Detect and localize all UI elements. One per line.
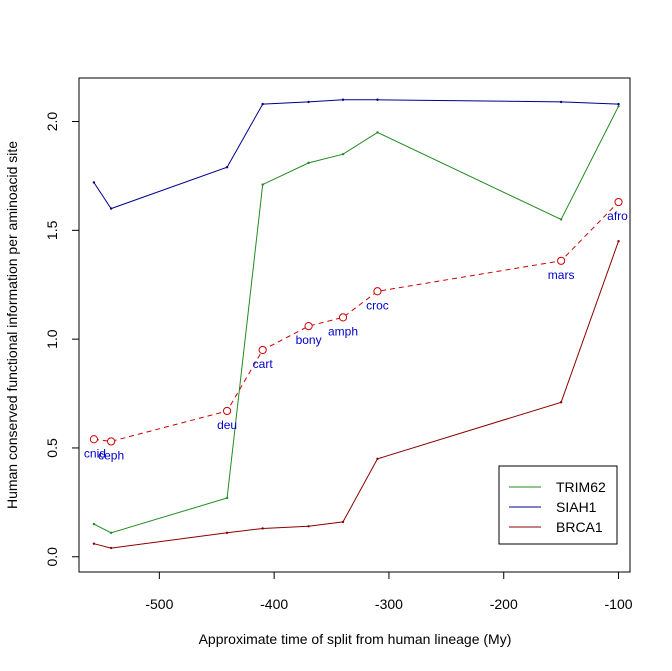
data-point bbox=[373, 287, 382, 296]
data-point bbox=[307, 525, 310, 528]
data-point bbox=[109, 207, 113, 210]
y-tick-label: 2.0 bbox=[44, 112, 60, 132]
x-axis-label: Approximate time of split from human lin… bbox=[199, 631, 512, 647]
data-point bbox=[261, 102, 264, 106]
point-label: afro bbox=[607, 209, 628, 223]
data-point bbox=[617, 240, 620, 243]
data-point bbox=[341, 152, 345, 156]
point-label: deu bbox=[217, 418, 237, 432]
data-point bbox=[307, 161, 310, 165]
legend-label: SIAH1 bbox=[556, 499, 597, 515]
data-point bbox=[222, 406, 232, 416]
data-point bbox=[557, 256, 566, 265]
data-point bbox=[304, 321, 313, 331]
y-tick-label: 0.0 bbox=[44, 547, 60, 567]
point-label: mars bbox=[548, 268, 575, 282]
x-tick-label: -200 bbox=[490, 596, 518, 612]
y-axis: 0.0 0.5 1.0 1.5 2.0 bbox=[44, 112, 79, 567]
data-point bbox=[341, 98, 345, 101]
x-tick-label: -500 bbox=[145, 596, 173, 612]
data-point bbox=[376, 131, 379, 134]
y-tick-label: 0.5 bbox=[44, 438, 60, 458]
legend: TRIM62 SIAH1 BRCA1 bbox=[498, 465, 618, 545]
y-tick-label: 1.0 bbox=[44, 329, 60, 349]
x-tick-label: -300 bbox=[375, 596, 403, 612]
x-tick-label: -100 bbox=[605, 596, 633, 612]
data-point bbox=[89, 435, 99, 444]
data-point bbox=[225, 166, 229, 169]
plot-frame bbox=[78, 77, 631, 573]
legend-label: TRIM62 bbox=[556, 479, 606, 495]
series-line-dashed bbox=[93, 201, 619, 442]
data-point bbox=[376, 98, 379, 101]
point-label: cart bbox=[253, 357, 274, 371]
data-point bbox=[559, 100, 563, 104]
point-label: ceph bbox=[98, 448, 124, 462]
data-point bbox=[109, 546, 113, 550]
data-point bbox=[261, 527, 264, 530]
x-axis: -500 -400 -300 -200 -100 bbox=[145, 572, 633, 612]
data-point bbox=[92, 522, 96, 526]
data-point bbox=[261, 183, 264, 186]
series-layer bbox=[89, 98, 623, 550]
data-point bbox=[338, 313, 348, 322]
data-point bbox=[559, 218, 563, 221]
series-line-siah1 bbox=[93, 99, 619, 210]
data-point bbox=[225, 496, 229, 500]
data-point bbox=[258, 345, 267, 355]
legend-box bbox=[498, 465, 618, 545]
data-point bbox=[225, 531, 229, 535]
data-point bbox=[376, 457, 379, 461]
point-label: bony bbox=[296, 333, 322, 347]
legend-label: BRCA1 bbox=[556, 519, 603, 535]
data-point bbox=[109, 531, 113, 535]
data-point bbox=[107, 437, 116, 446]
data-point bbox=[341, 520, 345, 524]
data-point bbox=[307, 100, 310, 104]
x-tick-label: -400 bbox=[260, 596, 288, 612]
data-point bbox=[614, 197, 623, 207]
point-label: cnid bbox=[84, 446, 106, 460]
data-point bbox=[617, 105, 620, 108]
point-label: croc bbox=[366, 298, 389, 312]
data-point bbox=[617, 102, 620, 106]
point-label: amph bbox=[328, 324, 358, 338]
data-point bbox=[92, 181, 96, 184]
y-axis-label: Human conserved functional information p… bbox=[4, 141, 20, 509]
y-tick-label: 1.5 bbox=[44, 220, 60, 240]
data-point bbox=[559, 401, 563, 404]
data-point bbox=[92, 542, 96, 545]
